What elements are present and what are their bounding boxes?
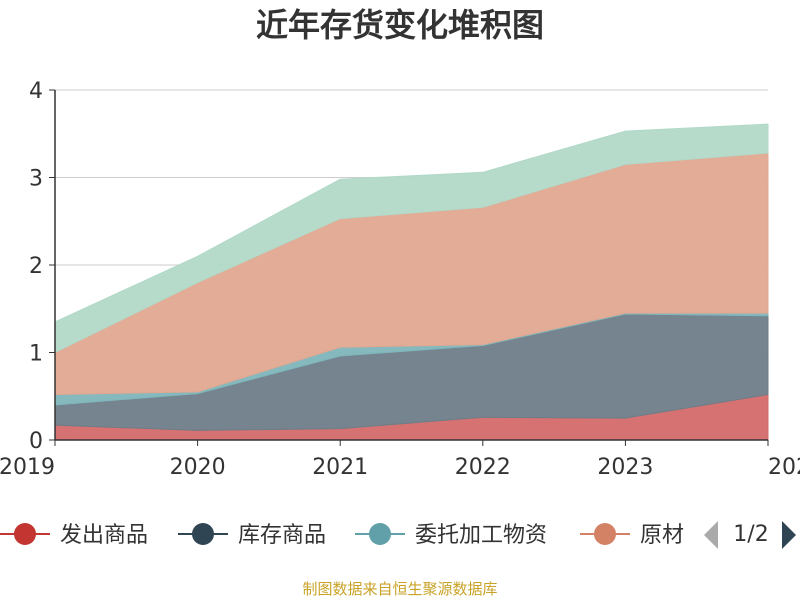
legend-prev-icon[interactable] [704,521,718,549]
x-tick-label: 2022 [455,455,511,480]
legend-marker [14,523,36,545]
x-tick-label: 2020 [170,455,226,480]
y-ticks: 0 1 2 3 4 [29,79,55,454]
legend-label: 库存商品 [238,523,326,548]
legend: 发出商品 库存商品 委托加工物资 原材 [0,523,684,548]
legend-next-icon[interactable] [782,521,796,549]
legend-label: 发出商品 [60,523,148,548]
y-tick-label: 0 [29,429,43,454]
area-series [54,123,769,441]
x-ticks: 2019 2020 2021 2022 2023 2024 [0,440,800,480]
x-tick-label: 2023 [597,455,653,480]
x-tick-label: 2021 [312,455,368,480]
legend-item[interactable]: 委托加工物资 [355,523,547,548]
x-tick-label: 2024 [768,455,800,480]
source-note: 制图数据来自恒生聚源数据库 [302,580,497,598]
legend-item[interactable]: 原材 [580,523,684,548]
legend-item[interactable]: 库存商品 [178,523,326,548]
legend-marker [594,523,616,545]
y-tick-label: 1 [29,342,43,367]
legend-label: 委托加工物资 [415,523,547,548]
y-tick-label: 2 [29,254,43,279]
y-tick-label: 4 [29,79,43,104]
chart-title: 近年存货变化堆积图 [256,6,544,44]
legend-pager: 1/2 [704,521,796,549]
y-axis-label: 亿元 [0,100,1,136]
legend-page-indicator: 1/2 [733,522,768,547]
x-tick-label: 2019 [0,455,55,480]
legend-marker [369,523,391,545]
legend-item[interactable]: 发出商品 [0,523,148,548]
legend-marker [192,523,214,545]
legend-label: 原材 [640,523,684,548]
y-tick-label: 3 [29,167,43,192]
area-series-5 [54,123,769,354]
